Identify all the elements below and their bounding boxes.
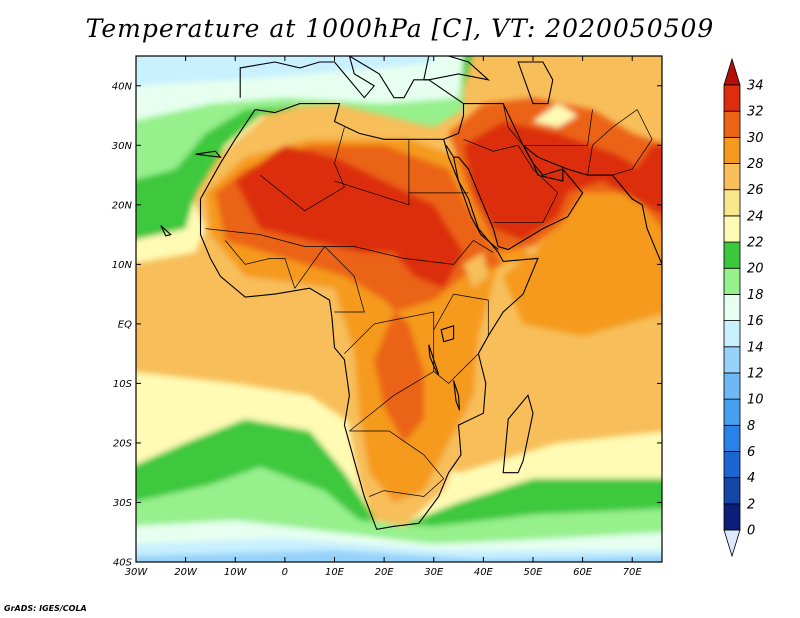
border-west bbox=[225, 240, 365, 313]
field-band-14-south bbox=[136, 550, 662, 562]
lat-tick-label: EQ bbox=[118, 319, 132, 330]
field-iran-cool bbox=[533, 103, 578, 128]
lat-tick-label: 10N bbox=[112, 260, 133, 271]
lat-tick-label: 40N bbox=[112, 81, 133, 92]
colorbar-swatch bbox=[723, 84, 741, 112]
field-africa-34 bbox=[235, 145, 464, 289]
lon-tick-label: 50E bbox=[523, 567, 543, 578]
axis-ticks: 30W 20W 10W 0 10E 20E 30E 40E 50E 60E 70E 40N 30N 20N… bbox=[112, 56, 662, 578]
colorbar-label: 2 bbox=[747, 497, 755, 512]
field-india-34 bbox=[627, 145, 662, 215]
iran-coastline bbox=[522, 144, 613, 176]
colorbar-swatch bbox=[723, 346, 741, 374]
lon-tick-label: 40E bbox=[474, 567, 494, 578]
lat-tick-label: 40S bbox=[113, 558, 133, 569]
colorbar-swatch bbox=[723, 503, 741, 531]
lon-tick-label: 20E bbox=[375, 567, 395, 578]
arabia-coastline bbox=[443, 103, 584, 251]
colorbar-label: 22 bbox=[747, 236, 764, 251]
border-arabia bbox=[463, 138, 559, 224]
lon-tick-label: 30W bbox=[125, 567, 149, 578]
border-east bbox=[433, 293, 489, 384]
colorbar-swatch bbox=[723, 110, 741, 138]
colorbar-label: 28 bbox=[747, 157, 764, 172]
lat-tick-label: 10S bbox=[113, 379, 133, 390]
colorbar-label: 10 bbox=[747, 393, 764, 408]
colorbar-swatch bbox=[723, 241, 741, 269]
lake-tanganyika bbox=[428, 344, 440, 375]
colorbar-label: 14 bbox=[747, 340, 764, 355]
colorbar-swatch bbox=[723, 163, 741, 191]
grads-credit: GrADS: IGES/COLA bbox=[4, 604, 87, 613]
colorbar-arrow-top bbox=[723, 57, 741, 86]
map-frame bbox=[135, 55, 663, 563]
border-iran bbox=[502, 103, 593, 146]
lon-tick-label: 10E bbox=[325, 567, 345, 578]
colorbar-swatch bbox=[723, 267, 741, 295]
field-band-16-north bbox=[136, 56, 434, 86]
colorbar-swatch bbox=[723, 320, 741, 348]
lat-tick-label: 30N bbox=[112, 141, 133, 152]
colorbar-label: 16 bbox=[747, 314, 764, 329]
lat-tick-label: 20S bbox=[113, 438, 133, 449]
border-sahel bbox=[205, 228, 494, 265]
border-southern bbox=[349, 430, 445, 497]
colorbar-arrow-bottom bbox=[723, 529, 741, 558]
colorbar-swatch bbox=[723, 294, 741, 321]
lon-tick-label: 0 bbox=[282, 567, 288, 578]
border-libya bbox=[334, 139, 410, 206]
map-title: Temperature at 1000hPa [C], VT: 20200505… bbox=[85, 14, 715, 43]
temperature-field bbox=[136, 56, 662, 562]
colorbar-label: 18 bbox=[747, 288, 764, 303]
lat-tick-label: 30S bbox=[113, 498, 133, 509]
border-pakistan bbox=[587, 109, 653, 176]
persian-gulf-coastline bbox=[522, 145, 563, 176]
lake-malawi bbox=[453, 380, 461, 411]
lon-tick-label: 70E bbox=[623, 567, 643, 578]
colorbar-label: 20 bbox=[747, 262, 764, 277]
border-mali-algeria bbox=[259, 127, 345, 212]
africa-coastline bbox=[199, 103, 539, 530]
colorbar-label: 26 bbox=[747, 183, 764, 198]
black-sea-coastline bbox=[423, 56, 491, 81]
madagascar-coastline bbox=[502, 394, 534, 474]
colorbar-swatch bbox=[723, 215, 741, 243]
india-coastline bbox=[611, 174, 662, 266]
coastlines-and-borders bbox=[160, 56, 662, 530]
lat-tick-label: 20N bbox=[112, 200, 133, 211]
colorbar-label: 4 bbox=[747, 471, 755, 486]
colorbar-label: 8 bbox=[747, 419, 755, 434]
colorbar-label: 12 bbox=[747, 366, 764, 381]
colorbar-label: 34 bbox=[747, 79, 764, 94]
colorbar-label: 32 bbox=[747, 105, 764, 120]
field-ethiopia-cool bbox=[463, 252, 489, 289]
colorbar-swatch bbox=[723, 424, 741, 452]
canary-islands bbox=[195, 150, 222, 158]
field-mideast-34 bbox=[463, 121, 657, 241]
colorbar-label: 24 bbox=[747, 209, 764, 224]
lon-tick-label: 20W bbox=[174, 567, 198, 578]
lon-tick-label: 10W bbox=[224, 567, 248, 578]
europe-coastline bbox=[239, 56, 464, 105]
colorbar-label: 6 bbox=[747, 445, 755, 460]
lon-tick-label: 60E bbox=[573, 567, 593, 578]
field-ocean-30-east bbox=[503, 192, 662, 336]
border-congo bbox=[344, 311, 435, 432]
lake-victoria bbox=[440, 324, 455, 343]
caspian-coastline bbox=[517, 61, 554, 105]
colorbar-swatch bbox=[723, 372, 741, 400]
red-sea-coastline bbox=[445, 145, 499, 250]
colorbar-swatch bbox=[723, 398, 741, 426]
colorbar-swatch bbox=[723, 136, 741, 164]
colorbar-swatch bbox=[723, 451, 741, 479]
colorbar-label: 0 bbox=[747, 524, 755, 539]
cape-verde bbox=[160, 225, 172, 237]
colorbar-label: 30 bbox=[747, 131, 764, 146]
colorbar-swatch bbox=[723, 189, 741, 217]
colorbar-swatch bbox=[723, 477, 741, 505]
lon-tick-label: 30E bbox=[424, 567, 444, 578]
